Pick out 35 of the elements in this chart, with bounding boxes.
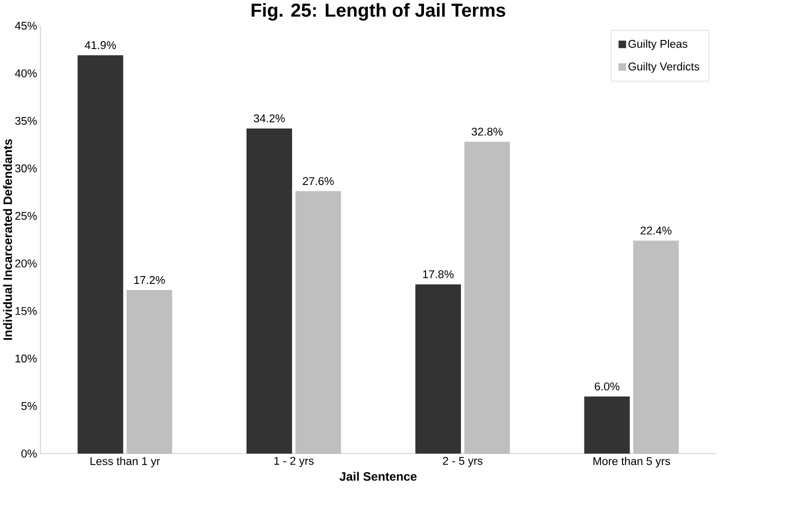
- data-label: 17.2%: [134, 276, 165, 284]
- data-label: 6.0%: [594, 382, 620, 390]
- legend-label: Guilty Verdicts: [628, 62, 700, 73]
- bar: [126, 290, 172, 454]
- bar: [584, 396, 630, 454]
- bar: [78, 55, 124, 454]
- y-tick-label: 0%: [21, 449, 37, 458]
- legend-label: Guilty Pleas: [628, 40, 688, 50]
- y-tick-label: 35%: [15, 116, 37, 125]
- y-tick-label: 25%: [15, 212, 37, 220]
- y-axis-title: Individual Incarcerated Defendants: [3, 139, 12, 340]
- data-label: 17.8%: [423, 270, 454, 278]
- y-tick-label: 5%: [21, 402, 37, 410]
- bar: [415, 284, 461, 454]
- x-tick-label: More than 5 yrs: [593, 456, 670, 468]
- y-tick-label: 15%: [16, 306, 37, 315]
- data-label: 22.4%: [640, 226, 672, 234]
- y-tick-label: 45%: [14, 22, 37, 30]
- data-label: 32.8%: [472, 128, 503, 136]
- y-tick-label: 40%: [14, 69, 37, 78]
- bar: [246, 128, 292, 454]
- y-tick-label: 10%: [16, 354, 37, 362]
- bar: [633, 240, 679, 454]
- y-tick-label: 20%: [15, 259, 37, 268]
- y-tick-label: 30%: [15, 164, 37, 172]
- x-tick-label: 2 - 5 yrs: [442, 456, 482, 467]
- data-label: 41.9%: [84, 41, 116, 50]
- x-tick-label: Less than 1 yr: [90, 456, 160, 468]
- x-axis-title: Jail Sentence: [340, 472, 417, 481]
- bar: [295, 191, 342, 454]
- data-label: 27.6%: [302, 177, 334, 185]
- x-tick-label: 1 - 2 yrs: [274, 456, 314, 467]
- chart-title: Fig. 25: Length of Jail Terms: [252, 2, 506, 20]
- data-label: 34.2%: [254, 114, 285, 122]
- bar: [464, 142, 510, 454]
